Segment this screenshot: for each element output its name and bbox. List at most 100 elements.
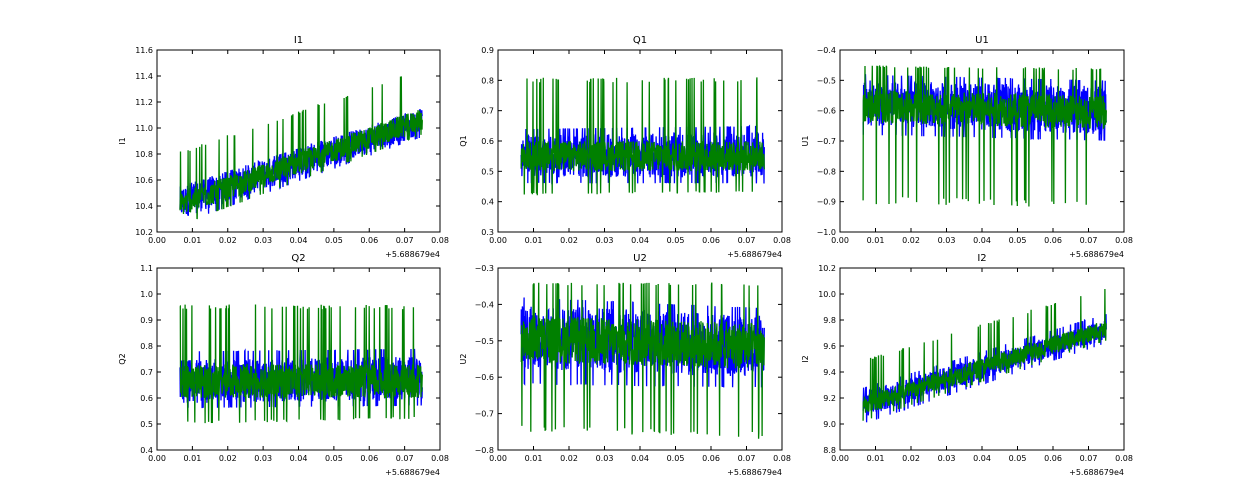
y-axis-label: Q1 (459, 135, 468, 146)
y-tick-label: 1.0 (140, 290, 153, 299)
y-tick-label: 0.9 (481, 46, 494, 55)
x-tick-label: 0.04 (290, 236, 308, 245)
x-tick-label: 0.08 (773, 236, 791, 245)
x-tick-label: 0.05 (1009, 454, 1027, 463)
subplot-Q2: 0.00 0.01 0.02 0.03 0.04 0.05 0.06 0.07 0.08 0.4 0… (118, 253, 449, 477)
y-tick-label: 9.8 (823, 316, 836, 325)
subplot-Q1: 0.00 0.01 0.02 0.03 0.04 0.05 0.06 0.07 0.08 0.3 0… (459, 35, 791, 259)
x-tick-label: 0.02 (560, 236, 578, 245)
y-tick-label: 1.1 (140, 264, 153, 273)
x-tick-label: 0.08 (1115, 236, 1133, 245)
x-tick-label: 0.02 (219, 236, 237, 245)
x-tick-label: 0.03 (254, 236, 272, 245)
y-axis-label: I2 (801, 355, 810, 362)
subplot-I1: 0.00 0.01 0.02 0.03 0.04 0.05 0.06 0.07 0.08 10.2… (118, 35, 449, 259)
y-tick-label: 11.2 (135, 98, 153, 107)
x-tick-label: 0.06 (360, 454, 378, 463)
y-tick-label: 0.3 (481, 228, 494, 237)
x-offset-label: +5.688679e4 (727, 468, 782, 477)
x-tick-label: 0.08 (773, 454, 791, 463)
y-tick-label: 10.6 (135, 176, 153, 185)
x-offset-label: +5.688679e4 (727, 250, 782, 259)
y-axis-label: Q2 (118, 353, 127, 364)
y-tick-label: 0.9 (140, 316, 153, 325)
x-tick-label: 0.04 (631, 236, 649, 245)
x-tick-label: 0.02 (560, 454, 578, 463)
y-tick-label: −0.3 (475, 264, 494, 273)
y-tick-label: 0.7 (481, 107, 494, 116)
x-tick-label: 0.01 (867, 454, 885, 463)
y-tick-label: 10.0 (818, 290, 836, 299)
series-line-green (862, 65, 1107, 207)
y-tick-label: 0.5 (481, 167, 494, 176)
x-tick-label: 0.06 (702, 454, 720, 463)
x-tick-label: 0.06 (360, 236, 378, 245)
x-tick-label: 0.07 (396, 236, 414, 245)
x-tick-label: 0.07 (738, 236, 756, 245)
y-tick-label: 10.2 (818, 264, 836, 273)
y-tick-label: 9.4 (823, 368, 836, 377)
x-tick-label: 0.02 (902, 236, 920, 245)
y-tick-label: −1.0 (817, 228, 836, 237)
series-line-green (179, 76, 423, 220)
y-tick-label: 0.8 (140, 342, 153, 351)
x-tick-label: 0.05 (667, 454, 685, 463)
x-tick-label: 0.02 (902, 454, 920, 463)
x-tick-label: 0.07 (396, 454, 414, 463)
y-tick-label: 0.7 (140, 368, 153, 377)
x-tick-label: 0.05 (667, 236, 685, 245)
subplot-U1: 0.00 0.01 0.02 0.03 0.04 0.05 0.06 0.07 0.08 −1.0… (801, 35, 1133, 259)
x-tick-label: 0.01 (525, 454, 543, 463)
subplot-title: U1 (975, 35, 989, 46)
x-offset-label: +5.688679e4 (385, 250, 440, 259)
x-tick-label: 0.00 (489, 236, 507, 245)
subplot-title: I1 (294, 35, 303, 46)
y-tick-label: 8.8 (823, 446, 836, 455)
x-tick-label: 0.06 (1044, 454, 1062, 463)
x-tick-label: 0.00 (148, 454, 166, 463)
y-tick-label: 9.2 (823, 394, 836, 403)
x-tick-label: 0.03 (596, 454, 614, 463)
x-tick-label: 0.08 (431, 236, 449, 245)
y-tick-label: 0.4 (140, 446, 153, 455)
y-tick-label: −0.9 (817, 198, 836, 207)
x-tick-label: 0.07 (1080, 236, 1098, 245)
series-line-green (520, 77, 765, 196)
y-tick-label: 9.0 (823, 420, 836, 429)
x-tick-label: 0.07 (738, 454, 756, 463)
y-axis-label: U1 (801, 136, 810, 147)
x-tick-label: 0.04 (290, 454, 308, 463)
y-tick-label: 11.6 (135, 46, 153, 55)
subplot-title: U2 (633, 253, 647, 264)
y-tick-label: 0.5 (140, 420, 153, 429)
x-tick-label: 0.04 (973, 236, 991, 245)
series-line-green (179, 304, 423, 424)
x-tick-label: 0.00 (831, 236, 849, 245)
y-tick-label: 11.4 (135, 72, 153, 81)
x-tick-label: 0.02 (219, 454, 237, 463)
y-tick-label: −0.7 (475, 410, 494, 419)
y-tick-label: −0.5 (817, 76, 836, 85)
y-tick-label: −0.6 (817, 107, 836, 116)
y-axis-label: U2 (459, 354, 468, 365)
subplot-title: I2 (977, 253, 986, 264)
x-tick-label: 0.03 (596, 236, 614, 245)
y-tick-label: 0.6 (140, 394, 153, 403)
x-tick-label: 0.08 (1115, 454, 1133, 463)
y-tick-label: 0.6 (481, 137, 494, 146)
subplot-title: Q2 (291, 253, 305, 264)
y-tick-label: 10.2 (135, 228, 153, 237)
x-tick-label: 0.05 (1009, 236, 1027, 245)
y-tick-label: −0.4 (475, 300, 494, 309)
series-line-green (862, 288, 1107, 421)
x-tick-label: 0.06 (702, 236, 720, 245)
x-tick-label: 0.04 (631, 454, 649, 463)
x-offset-label: +5.688679e4 (1069, 468, 1124, 477)
series-line-green (520, 282, 765, 439)
y-tick-label: 0.8 (481, 76, 494, 85)
y-tick-label: 11.0 (135, 124, 153, 133)
subplot-title: Q1 (633, 35, 647, 46)
y-tick-label: −0.4 (817, 46, 836, 55)
x-tick-label: 0.01 (525, 236, 543, 245)
